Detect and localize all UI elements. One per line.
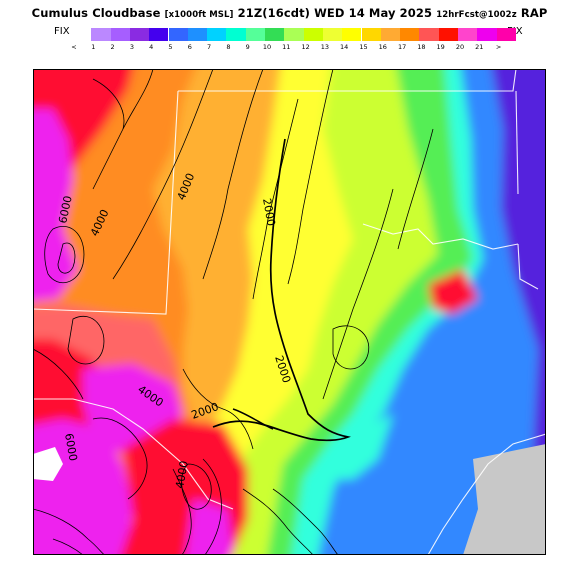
legend-swatch <box>245 28 265 41</box>
legend-swatch <box>284 28 304 41</box>
contour-thin <box>397 128 434 250</box>
contour-thin <box>322 188 394 400</box>
legend-swatch <box>458 28 478 41</box>
legend-tick-label: 7 <box>207 43 212 51</box>
legend-fix-left: FIX <box>54 26 70 37</box>
legend-tick-label: 4 <box>149 43 154 51</box>
legend-tick-label: 17 <box>397 43 407 51</box>
legend-tick-label: 11 <box>282 43 291 51</box>
legend-swatch <box>380 28 401 41</box>
legend-swatch <box>110 28 130 41</box>
border-north <box>178 69 517 92</box>
contour-thin <box>33 508 106 555</box>
contour-thin <box>33 348 84 400</box>
legend-swatch <box>149 28 169 41</box>
contour-2000 <box>212 138 351 442</box>
coastline <box>427 433 546 555</box>
legend-tick-label: > <box>495 43 502 51</box>
legend-swatch <box>496 28 516 41</box>
legend-tick-label: 5 <box>168 43 173 51</box>
title-model: RAP <box>520 6 548 20</box>
contours-thin <box>33 69 434 555</box>
contour-thin <box>172 468 192 555</box>
field-red-spot <box>428 269 478 314</box>
field-magenta-w <box>33 109 78 302</box>
field-cyan-spot <box>333 414 393 479</box>
contour-thin <box>272 488 339 555</box>
contour-label: 6000 <box>62 432 80 462</box>
legend-swatch <box>72 28 92 41</box>
legend-swatch <box>438 28 458 41</box>
contour-thin <box>57 242 76 274</box>
contour-thin <box>202 458 222 555</box>
border-east <box>515 90 519 195</box>
legend-swatch <box>265 28 285 41</box>
legend-swatch <box>168 28 188 41</box>
legend-swatch <box>129 28 150 41</box>
contour-label: 2000 <box>260 197 278 227</box>
legend-swatch <box>361 28 381 41</box>
title-time: 21Z(16cdt) WED 14 May 2025 <box>237 6 433 20</box>
legend-tick-label: 8 <box>226 43 231 51</box>
contour-label: 4000 <box>173 460 191 490</box>
legend-tick-label: 6 <box>187 43 192 51</box>
legend-swatch <box>400 28 420 41</box>
contour-thin <box>252 98 299 300</box>
contour-thin <box>44 226 85 284</box>
legend-swatch <box>303 28 323 41</box>
map-frame <box>33 69 546 555</box>
legend-tick-label: 1 <box>91 43 96 51</box>
contour-thin <box>92 78 125 130</box>
border-rio-grande <box>33 398 234 510</box>
contour-2000-sw <box>232 408 274 430</box>
legend-swatch <box>322 28 343 41</box>
legend-tick-label: 3 <box>129 43 134 51</box>
contour-thin <box>287 69 334 285</box>
missing-region <box>33 447 63 481</box>
gray-region <box>463 444 546 555</box>
legend-tick-label: 12 <box>301 43 310 51</box>
contour-thin <box>181 463 212 510</box>
legend-tick-label: 15 <box>359 43 368 51</box>
contour-thin <box>202 69 264 280</box>
map-canvas: 6000 4000 4000 2000 2000 4000 2000 4000 … <box>33 69 546 555</box>
legend-tick-label: 18 <box>417 43 426 51</box>
legend-tick-label: 21 <box>475 43 484 51</box>
contour-label: 6000 <box>56 195 75 225</box>
contour-thin <box>92 417 148 500</box>
legend-tick-label: 9 <box>245 43 250 51</box>
border-river <box>362 223 519 250</box>
contour-thin <box>182 368 254 450</box>
legend-tick-label: 16 <box>378 43 387 51</box>
contour-thin <box>332 325 370 370</box>
legend-tick-label: 13 <box>320 43 330 51</box>
legend-swatch <box>477 28 497 41</box>
field-magenta-sw <box>33 419 133 555</box>
contour-thin <box>242 488 314 555</box>
legend-swatch <box>419 28 439 41</box>
legend-tick-label: 19 <box>436 43 445 51</box>
contour-thin <box>112 69 214 280</box>
legend-tick-label: 2 <box>110 43 115 51</box>
legend-tick-label: 20 <box>455 43 465 51</box>
contour-thin <box>67 316 105 365</box>
legend-tick-label: 14 <box>340 43 349 51</box>
legend-tick-label: 10 <box>262 43 272 51</box>
border-southeast <box>517 243 539 290</box>
title-forecast: 12hrFcst@1002z <box>436 10 517 20</box>
legend-swatch <box>207 28 227 41</box>
legend-swatch <box>91 28 111 41</box>
legend-swatch <box>226 28 246 41</box>
title-units: [x1000ft MSL] <box>164 10 234 20</box>
cloudbase-map: 6000 4000 4000 2000 2000 4000 2000 4000 … <box>33 69 546 555</box>
title-main: Cumulus Cloudbase <box>31 6 161 20</box>
contour-thin <box>52 538 84 555</box>
legend-swatch <box>187 28 208 41</box>
map-title: Cumulus Cloudbase [x1000ft MSL] 21Z(16cd… <box>0 6 579 20</box>
legend-tick-label: < <box>71 43 77 51</box>
legend-swatch <box>342 28 362 41</box>
